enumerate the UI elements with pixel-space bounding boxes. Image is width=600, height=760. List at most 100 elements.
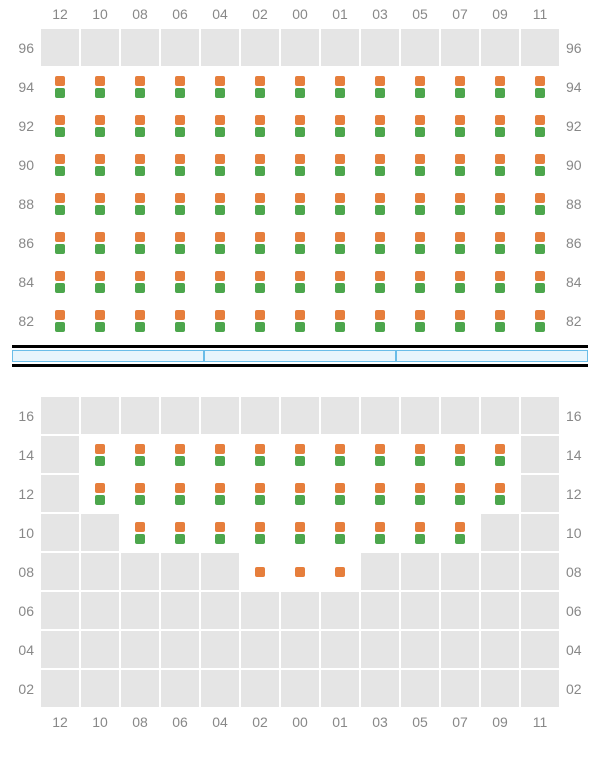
slot[interactable]	[280, 67, 320, 106]
slot[interactable]	[400, 106, 440, 145]
slot[interactable]	[480, 67, 520, 106]
slot[interactable]	[240, 262, 280, 301]
slot[interactable]	[280, 145, 320, 184]
slot[interactable]	[520, 184, 560, 223]
slot[interactable]	[280, 513, 320, 552]
slot[interactable]	[80, 435, 120, 474]
slot[interactable]	[160, 513, 200, 552]
slot[interactable]	[40, 106, 80, 145]
slot[interactable]	[360, 67, 400, 106]
slot[interactable]	[120, 184, 160, 223]
slot[interactable]	[400, 301, 440, 340]
slot[interactable]	[200, 474, 240, 513]
slot[interactable]	[160, 106, 200, 145]
slot[interactable]	[40, 145, 80, 184]
slot[interactable]	[160, 474, 200, 513]
slot[interactable]	[320, 435, 360, 474]
slot[interactable]	[200, 223, 240, 262]
slot[interactable]	[440, 474, 480, 513]
slot[interactable]	[400, 223, 440, 262]
slot[interactable]	[200, 435, 240, 474]
slot[interactable]	[40, 301, 80, 340]
slot[interactable]	[240, 474, 280, 513]
slot[interactable]	[240, 106, 280, 145]
slot[interactable]	[320, 106, 360, 145]
slot[interactable]	[280, 552, 320, 591]
slot[interactable]	[440, 223, 480, 262]
slot[interactable]	[200, 67, 240, 106]
slot[interactable]	[160, 223, 200, 262]
slot[interactable]	[200, 301, 240, 340]
slot[interactable]	[440, 262, 480, 301]
slot[interactable]	[240, 435, 280, 474]
slot[interactable]	[440, 513, 480, 552]
slot[interactable]	[400, 67, 440, 106]
slot[interactable]	[120, 301, 160, 340]
slot[interactable]	[120, 223, 160, 262]
slot[interactable]	[80, 474, 120, 513]
slot[interactable]	[400, 435, 440, 474]
slot[interactable]	[440, 184, 480, 223]
slot[interactable]	[520, 106, 560, 145]
slot[interactable]	[320, 184, 360, 223]
slot[interactable]	[200, 106, 240, 145]
slot[interactable]	[280, 106, 320, 145]
slot[interactable]	[440, 145, 480, 184]
slot[interactable]	[320, 67, 360, 106]
slot[interactable]	[360, 301, 400, 340]
slot[interactable]	[80, 262, 120, 301]
slot[interactable]	[40, 262, 80, 301]
slot[interactable]	[320, 552, 360, 591]
slot[interactable]	[40, 223, 80, 262]
slot[interactable]	[80, 145, 120, 184]
slot[interactable]	[120, 262, 160, 301]
slot[interactable]	[480, 106, 520, 145]
slot[interactable]	[320, 301, 360, 340]
slot[interactable]	[480, 184, 520, 223]
slot[interactable]	[160, 145, 200, 184]
slot[interactable]	[240, 552, 280, 591]
slot[interactable]	[280, 435, 320, 474]
slot[interactable]	[520, 262, 560, 301]
slot[interactable]	[200, 145, 240, 184]
slot[interactable]	[120, 145, 160, 184]
slot[interactable]	[320, 513, 360, 552]
slot[interactable]	[160, 67, 200, 106]
slot[interactable]	[120, 513, 160, 552]
slot[interactable]	[280, 301, 320, 340]
slot[interactable]	[440, 435, 480, 474]
slot[interactable]	[200, 262, 240, 301]
slot[interactable]	[520, 301, 560, 340]
slot[interactable]	[240, 301, 280, 340]
slot[interactable]	[240, 67, 280, 106]
slot[interactable]	[200, 513, 240, 552]
slot[interactable]	[360, 435, 400, 474]
slot[interactable]	[80, 184, 120, 223]
slot[interactable]	[240, 145, 280, 184]
slot[interactable]	[360, 184, 400, 223]
slot[interactable]	[40, 67, 80, 106]
slot[interactable]	[440, 106, 480, 145]
slot[interactable]	[360, 223, 400, 262]
slot[interactable]	[480, 474, 520, 513]
slot[interactable]	[360, 513, 400, 552]
slot[interactable]	[360, 145, 400, 184]
slot[interactable]	[400, 474, 440, 513]
slot[interactable]	[400, 145, 440, 184]
slot[interactable]	[200, 184, 240, 223]
slot[interactable]	[320, 145, 360, 184]
slot[interactable]	[280, 474, 320, 513]
slot[interactable]	[440, 67, 480, 106]
slot[interactable]	[480, 262, 520, 301]
slot[interactable]	[520, 223, 560, 262]
slot[interactable]	[280, 262, 320, 301]
slot[interactable]	[280, 223, 320, 262]
slot[interactable]	[240, 513, 280, 552]
slot[interactable]	[160, 301, 200, 340]
slot[interactable]	[400, 262, 440, 301]
slot[interactable]	[80, 223, 120, 262]
slot[interactable]	[80, 106, 120, 145]
slot[interactable]	[280, 184, 320, 223]
slot[interactable]	[400, 513, 440, 552]
slot[interactable]	[360, 262, 400, 301]
